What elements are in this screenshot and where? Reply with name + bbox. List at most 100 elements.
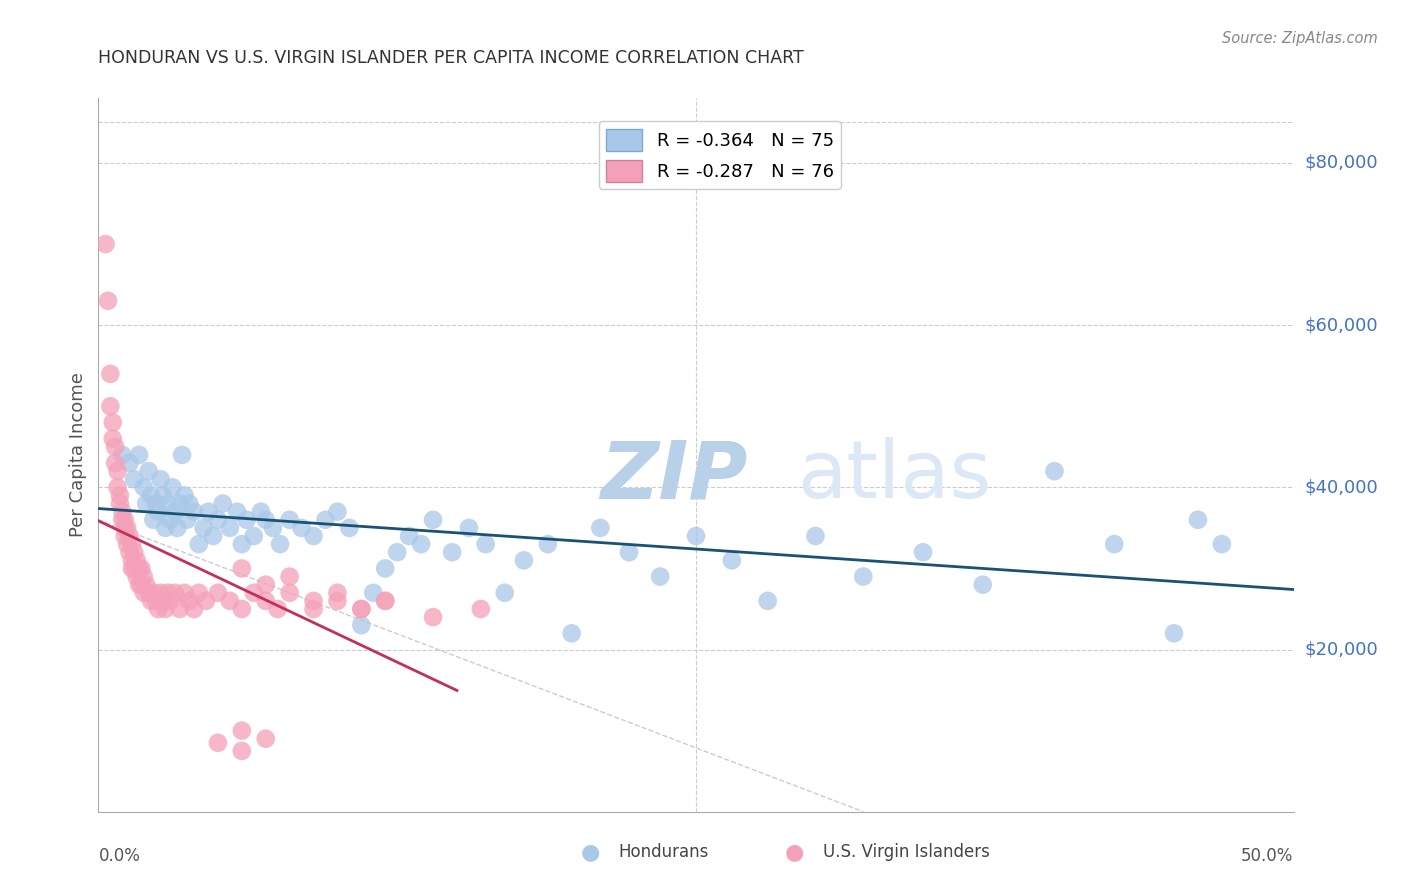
- Point: [148, 505, 170, 519]
- Point: [115, 537, 138, 551]
- Point: [1102, 537, 1125, 551]
- Point: [132, 480, 155, 494]
- Point: [152, 488, 174, 502]
- Point: [169, 497, 191, 511]
- Point: [1211, 537, 1233, 551]
- Point: [138, 464, 160, 478]
- Point: [513, 553, 536, 567]
- Point: [197, 505, 219, 519]
- Point: [1163, 626, 1185, 640]
- Point: [411, 537, 433, 551]
- Point: [111, 505, 134, 519]
- Point: [852, 569, 875, 583]
- Point: [474, 537, 496, 551]
- Point: [142, 513, 165, 527]
- Point: [124, 561, 146, 575]
- Point: [250, 505, 273, 519]
- Point: [163, 586, 186, 600]
- Point: [617, 545, 640, 559]
- Point: [149, 586, 172, 600]
- Point: [262, 521, 284, 535]
- Text: $40,000: $40,000: [1305, 478, 1378, 496]
- Point: [278, 586, 301, 600]
- Text: ZIP: ZIP: [600, 437, 748, 516]
- Point: [231, 723, 253, 738]
- Point: [183, 602, 205, 616]
- Point: [118, 529, 141, 543]
- Text: Hondurans: Hondurans: [619, 843, 709, 861]
- Point: [187, 586, 209, 600]
- Point: [315, 513, 337, 527]
- Point: [561, 626, 583, 640]
- Point: [104, 456, 127, 470]
- Point: [173, 586, 195, 600]
- Point: [155, 602, 177, 616]
- Point: [101, 416, 124, 430]
- Point: [422, 513, 444, 527]
- Point: [149, 472, 172, 486]
- Point: [107, 464, 129, 478]
- Point: [124, 545, 146, 559]
- Point: [152, 594, 174, 608]
- Point: [685, 529, 707, 543]
- Point: [125, 569, 148, 583]
- Point: [231, 602, 253, 616]
- Point: [363, 586, 385, 600]
- Point: [226, 505, 249, 519]
- Point: [114, 513, 136, 527]
- Point: [207, 736, 229, 750]
- Text: $20,000: $20,000: [1305, 640, 1378, 658]
- Text: 50.0%: 50.0%: [1241, 847, 1294, 865]
- Point: [98, 367, 122, 381]
- Point: [115, 521, 138, 535]
- Point: [97, 293, 120, 308]
- Point: [326, 586, 349, 600]
- Point: [193, 521, 215, 535]
- Point: [254, 594, 277, 608]
- Point: [235, 513, 257, 527]
- Point: [121, 561, 143, 575]
- Point: [114, 521, 136, 535]
- Point: [422, 610, 444, 624]
- Point: [470, 602, 492, 616]
- Point: [179, 497, 201, 511]
- Point: [278, 513, 301, 527]
- Text: U.S. Virgin Islanders: U.S. Virgin Islanders: [823, 843, 990, 861]
- Point: [131, 577, 153, 591]
- Point: [179, 594, 201, 608]
- Point: [254, 731, 277, 746]
- Point: [159, 513, 181, 527]
- Point: [148, 602, 170, 616]
- Point: [166, 521, 188, 535]
- Point: [385, 545, 409, 559]
- Point: [187, 537, 209, 551]
- Point: [350, 602, 373, 616]
- Point: [494, 586, 516, 600]
- Point: [138, 586, 160, 600]
- Text: Source: ZipAtlas.com: Source: ZipAtlas.com: [1222, 31, 1378, 46]
- Point: [94, 237, 117, 252]
- Point: [243, 586, 266, 600]
- Text: HONDURAN VS U.S. VIRGIN ISLANDER PER CAPITA INCOME CORRELATION CHART: HONDURAN VS U.S. VIRGIN ISLANDER PER CAP…: [98, 49, 804, 67]
- Point: [132, 586, 155, 600]
- Point: [1043, 464, 1066, 478]
- Y-axis label: Per Capita Income: Per Capita Income: [69, 373, 87, 537]
- Point: [337, 521, 360, 535]
- Point: [156, 586, 179, 600]
- Point: [172, 448, 194, 462]
- Point: [589, 521, 612, 535]
- Point: [139, 594, 162, 608]
- Point: [121, 537, 143, 551]
- Point: [128, 561, 150, 575]
- Point: [135, 577, 157, 591]
- Point: [159, 594, 181, 608]
- Point: [142, 586, 165, 600]
- Point: [972, 577, 994, 591]
- Point: [128, 448, 150, 462]
- Point: [111, 448, 134, 462]
- Point: [135, 497, 157, 511]
- Point: [326, 505, 349, 519]
- Point: [202, 529, 225, 543]
- Point: [326, 594, 349, 608]
- Point: [231, 561, 253, 575]
